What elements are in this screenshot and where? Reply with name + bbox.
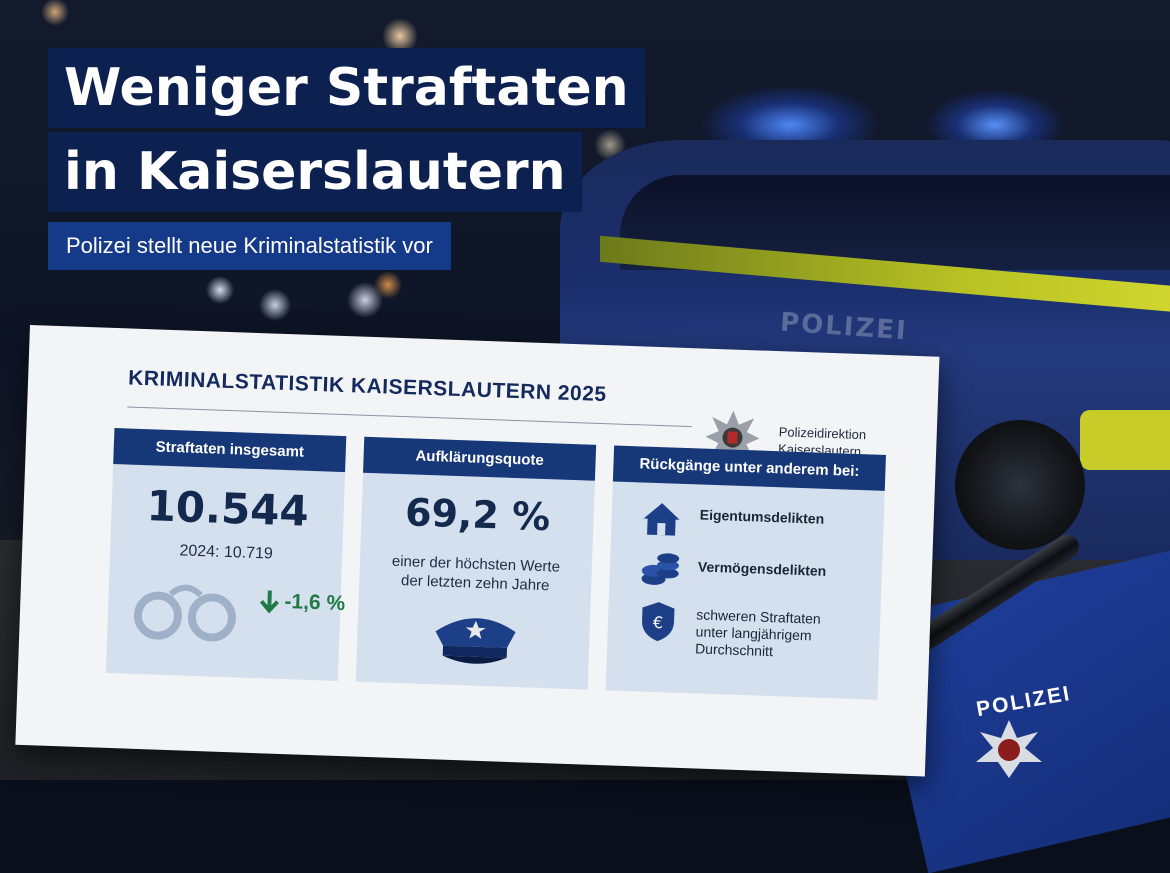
police-car-stripe-rear bbox=[1080, 410, 1170, 470]
panel-declines: Rückgänge unter anderem bei: Eigentumsde… bbox=[605, 445, 886, 700]
decline-item-property: Eigentumsdelikten bbox=[631, 498, 842, 551]
police-car-wheel bbox=[955, 420, 1085, 550]
police-star-emblem-icon bbox=[976, 720, 1042, 778]
total-offences-previous: 2024: 10.719 bbox=[179, 542, 274, 563]
panel-total-offences: Straftaten insgesamt 10.544 2024: 10.719… bbox=[105, 428, 347, 681]
headline-subtitle: Polizei stellt neue Kriminalstatistik vo… bbox=[48, 222, 451, 270]
headline-line-1: Weniger Straftaten bbox=[48, 48, 645, 128]
poster-title: KRIMINALSTATISTIK KAISERSLAUTERN 2025 bbox=[127, 366, 607, 407]
panel-clearance-rate: Aufklärungsquote 69,2 % einer der höchst… bbox=[355, 436, 597, 690]
total-offences-change: -1,6 % bbox=[284, 590, 346, 616]
decline-label-serious: schweren Straftaten unter langjährigem D… bbox=[695, 606, 821, 661]
total-offences-value: 10.544 bbox=[145, 481, 310, 536]
svg-text:€: € bbox=[653, 613, 664, 632]
statistics-poster: KRIMINALSTATISTIK KAISERSLAUTERN 2025 Po… bbox=[15, 325, 940, 777]
arrow-down-icon bbox=[259, 590, 279, 614]
decline-label-financial: Vermögensdelikten bbox=[697, 558, 827, 579]
panel-total-heading: Straftaten insgesamt bbox=[113, 428, 347, 473]
decline-label-property: Eigentumsdelikten bbox=[699, 506, 825, 527]
decline-item-financial: Vermögensdelikten bbox=[629, 550, 840, 603]
house-icon bbox=[643, 503, 680, 536]
coins-icon bbox=[641, 553, 680, 585]
decline-item-serious: € schweren Straftaten unter langjährigem… bbox=[626, 598, 838, 675]
police-cap-icon bbox=[435, 618, 516, 664]
clearance-rate-value: 69,2 % bbox=[404, 490, 551, 540]
poster-title-rule bbox=[127, 406, 692, 428]
headline-line-2: in Kaiserslautern bbox=[48, 132, 582, 212]
poster-layer: KRIMINALSTATISTIK KAISERSLAUTERN 2025 Po… bbox=[15, 325, 940, 777]
handcuffs-icon bbox=[133, 584, 236, 642]
panel-clearance-heading: Aufklärungsquote bbox=[363, 436, 597, 481]
shield-euro-icon: € bbox=[642, 602, 675, 642]
